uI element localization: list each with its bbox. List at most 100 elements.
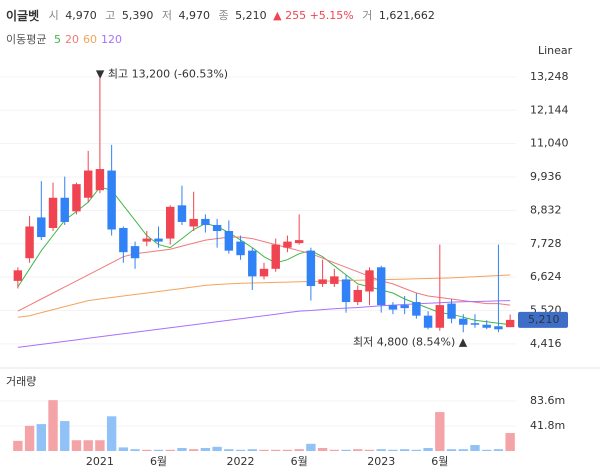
volume-bar [142,449,152,451]
volume-bar [458,449,468,451]
field-value: 4,970 [179,9,211,22]
candle-body [412,302,421,316]
volume-bar [36,424,46,451]
volume-bar [259,449,269,451]
legend-entry: 5 [54,33,61,46]
candle-body [95,169,105,191]
field-label: 시 [49,9,59,22]
volume-bar [388,449,398,451]
field-label: 거 [362,9,372,22]
candle-body [435,305,445,328]
volume-bar [353,449,363,451]
candle-body [166,206,175,239]
candle-body [353,289,362,303]
x-tick-label: 2022 [227,455,255,468]
y-tick-label: 6,624 [530,270,562,283]
volume-bar [153,449,164,451]
volume-bar [13,440,23,451]
field-label: 저 [162,9,172,22]
annotation: ▼ 최고 13,200 (-60.53%) [96,67,228,80]
candle-body [494,326,503,330]
y-tick-label: 7,728 [530,237,562,250]
volume-bar [505,433,515,451]
candle-body [365,270,374,292]
candle-body [212,224,222,232]
volume-bar [188,449,199,451]
volume-bar [200,448,211,451]
volume-bar [329,449,340,451]
candle-body [259,268,269,277]
candle-body [341,279,351,303]
volume-bar [247,449,257,451]
field-value: 5,210 [235,9,267,22]
candle-body [283,241,292,248]
volume-bar [423,448,433,451]
candle-body [236,241,245,256]
volume-bar [446,449,457,451]
volume-bar [71,440,82,451]
legend-entry: 20 [65,33,79,46]
candle-body [248,250,257,277]
volume-bar [399,449,410,451]
volume-bar [60,421,70,451]
volume-bar [106,416,117,451]
volume-bar [118,447,129,451]
volume-title: 거래량 [6,375,36,388]
candle-body [119,227,128,253]
candle-body [294,240,304,244]
candle-body [60,197,69,222]
y-tick-label: 8,832 [530,203,562,216]
stock-name: 이글벳 [6,8,39,23]
ma-line [17,236,511,312]
candle-body [376,267,386,306]
candle-body [25,226,34,259]
volume-bar [317,448,328,451]
volume-bar [48,400,58,451]
candle-body [224,231,234,251]
candle-body [177,205,187,222]
y-tick-label: 83.6m [530,394,565,407]
candle-body [83,170,93,198]
field-value: 1,621,662 [379,9,435,22]
volume-bar [177,448,187,451]
x-tick-label: 6월 [150,455,167,468]
candle-body [13,270,23,281]
field-value: 4,970 [65,9,97,22]
last-price-box [518,311,568,328]
ma-line [17,186,511,326]
change: ▲ 255 +5.15% [273,9,354,22]
legend: 이동평균 5 20 60 120 [6,33,122,46]
candle-body [388,305,398,310]
volume-bar [306,443,316,451]
candle-body [201,218,210,225]
volume-bar [411,449,422,451]
candle-body [447,303,456,319]
volume-bar [470,445,480,451]
x-tick-label: 6월 [291,455,308,468]
candle-body [318,279,327,284]
candle-body [482,324,491,328]
volume-bar [294,449,304,451]
candle-body [400,305,409,309]
legend-entry: 120 [101,33,122,46]
ma-line [17,274,511,318]
volume-bar [282,449,293,451]
volume-bar [493,449,504,451]
volume-bar [376,449,386,451]
candle-body [107,170,116,230]
candle-body [72,184,81,212]
candle-body [37,217,46,238]
x-tick-label: 6월 [431,455,448,468]
candle-body [154,238,163,242]
volume-bar [364,449,375,451]
candle-body [423,315,433,328]
x-tick-label: 2023 [367,455,395,468]
volume-bar [165,449,175,451]
candle-body [470,323,480,325]
ma-line [17,300,511,348]
volume-bar [435,412,445,451]
field-label: 고 [105,9,115,22]
volume-bar [235,449,246,451]
candle-body [306,250,316,287]
